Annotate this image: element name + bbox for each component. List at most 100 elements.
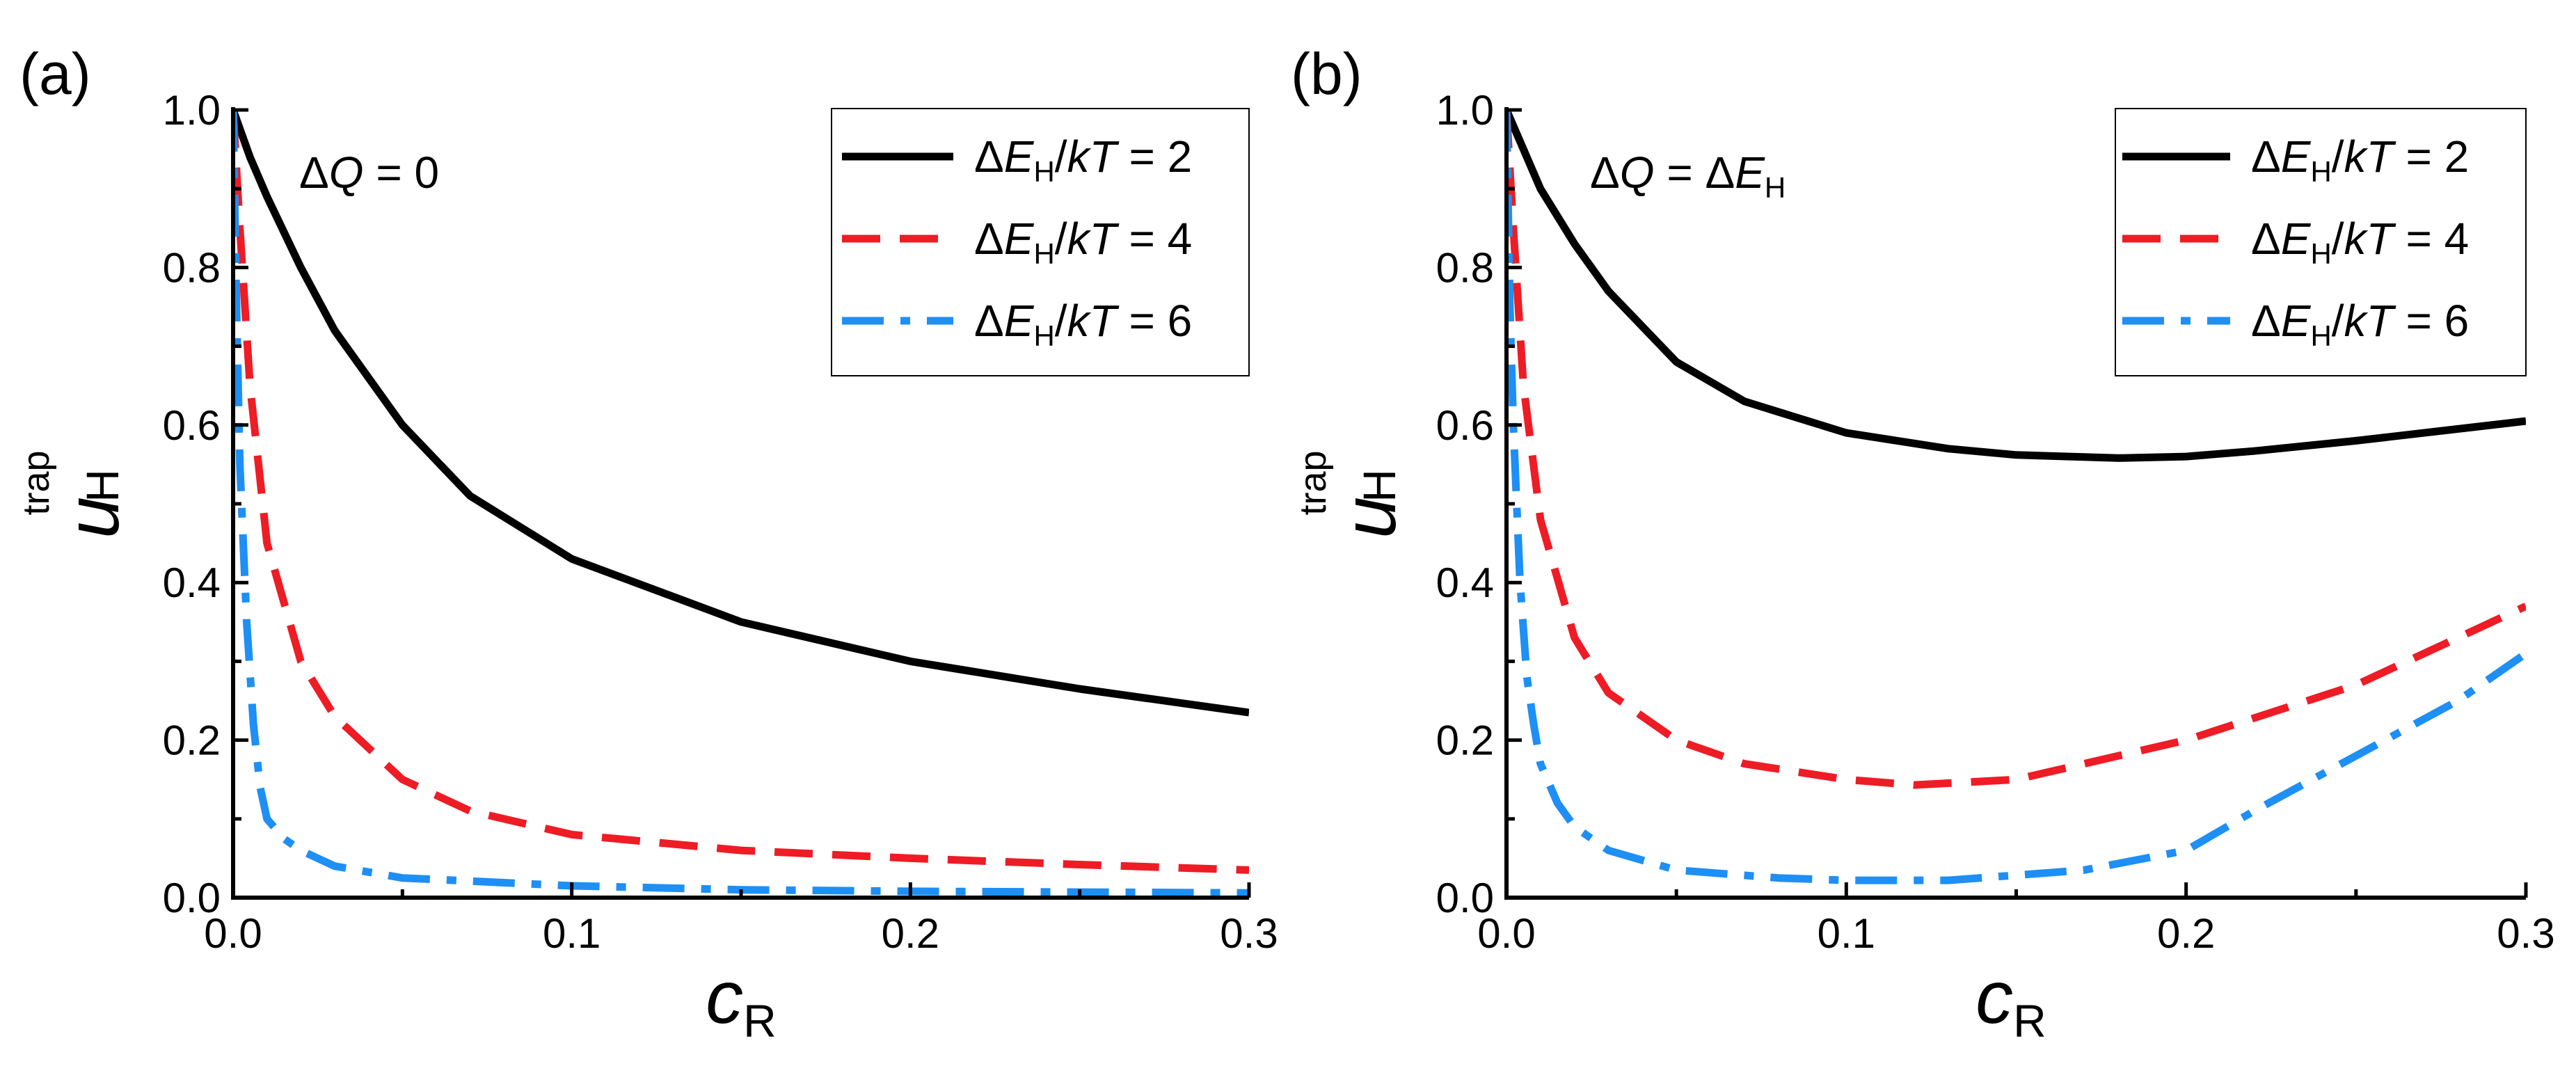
y-tick-label: 0.8 xyxy=(1436,244,1494,291)
y-tick-text: 0.0 xyxy=(163,875,221,921)
legend-value: 6 xyxy=(2444,296,2470,346)
legend-value: 6 xyxy=(1168,296,1193,346)
x-tick-text: 0.2 xyxy=(882,910,939,957)
legend-kt: kT xyxy=(1067,296,1120,346)
panel-label-text: (b) xyxy=(1291,41,1362,106)
series-line-6 xyxy=(1506,110,2526,884)
series-line-2 xyxy=(1506,110,2526,462)
legend-sub: H xyxy=(2310,319,2331,352)
legend-slash: / xyxy=(1055,214,1067,264)
y-axis-sup-text: trap xyxy=(15,450,57,515)
legend-slash: / xyxy=(2332,296,2344,346)
x-tick-label: 0.0 xyxy=(204,910,262,957)
annotation-e: E xyxy=(1735,148,1765,198)
y-tick-text: 0.8 xyxy=(163,244,221,291)
series-group xyxy=(233,110,1249,897)
y-tick-label: 0.6 xyxy=(163,402,221,449)
legend-kt: kT xyxy=(2344,214,2396,264)
x-axis-title: cR xyxy=(1975,955,2046,1047)
y-tick-label: 0.8 xyxy=(163,244,221,291)
x-tick-label: 0.3 xyxy=(1220,910,1278,957)
annotation-rest: = 0 xyxy=(364,148,440,198)
y-axis-title-text: uH xyxy=(50,469,134,539)
legend-value: 2 xyxy=(1168,132,1193,182)
legend-slash: / xyxy=(1055,132,1067,182)
y-tick-text: 0.6 xyxy=(1436,402,1494,449)
legend-kt: kT xyxy=(2344,132,2396,182)
legend-label-6: ΔEH/kT = 6 xyxy=(974,296,1192,352)
y-tick-label: 0.2 xyxy=(163,717,221,764)
legend-e: E xyxy=(2281,132,2312,182)
x-tick-text: 0.3 xyxy=(2497,910,2554,957)
legend-slash: / xyxy=(2332,214,2344,264)
annotation-q: Q xyxy=(1620,148,1655,198)
series-line-2 xyxy=(233,110,1249,717)
legend-eq: = xyxy=(1117,296,1168,346)
y-tick-label: 0.2 xyxy=(1436,717,1494,764)
legend-value: 2 xyxy=(2444,132,2470,182)
y-tick-text: 0.2 xyxy=(1436,717,1494,764)
panel-label-text: (a) xyxy=(19,41,91,106)
legend-sub: H xyxy=(2310,237,2331,270)
y-axis-sup: trap xyxy=(1292,450,1334,515)
series-line-6 xyxy=(233,110,1249,897)
x-tick-text: 0.1 xyxy=(543,910,601,957)
legend-e: E xyxy=(2281,214,2312,264)
y-axis-sup-text: trap xyxy=(1292,450,1334,515)
x-tick-label: 0.0 xyxy=(1477,910,1535,957)
y-tick-label: 0.6 xyxy=(1436,402,1494,449)
y-axis-sub: H xyxy=(1353,469,1405,502)
legend-delta: Δ xyxy=(2251,132,2281,182)
y-tick-text: 0.0 xyxy=(1436,875,1494,921)
annotation-delta: Δ xyxy=(299,148,329,198)
x-axis-sub: R xyxy=(743,995,777,1047)
legend-value: 4 xyxy=(2444,214,2470,264)
annotation: ΔQ = ΔEH xyxy=(1590,148,1786,204)
series-group xyxy=(1506,110,2526,884)
y-axis-main: u xyxy=(1327,497,1411,539)
legend-eq: = xyxy=(1117,132,1168,182)
legend-sub: H xyxy=(1033,319,1054,352)
legend-eq: = xyxy=(2394,296,2444,346)
x-tick-label: 0.3 xyxy=(2497,910,2554,957)
x-tick-label: 0.2 xyxy=(2157,910,2215,957)
y-tick-label: 0.0 xyxy=(163,875,221,921)
x-tick-text: 0.0 xyxy=(204,910,262,957)
legend-sub: H xyxy=(1033,155,1054,188)
annotation-rest: = Δ xyxy=(1655,148,1735,198)
annotation: ΔQ = 0 xyxy=(299,148,439,198)
chart-panel-a: (a)0.00.20.40.60.81.00.0 0.1 0.2 0.3uHtrapc… xyxy=(15,41,1278,1047)
x-tick-text: 0.2 xyxy=(2157,910,2215,957)
legend-e: E xyxy=(1004,214,1035,264)
y-tick-text: 0.6 xyxy=(163,402,221,449)
panel-label: (a) xyxy=(19,41,91,106)
legend-e: E xyxy=(2281,296,2312,346)
annotation-delta: Δ xyxy=(1590,148,1620,198)
legend-slash: / xyxy=(2332,132,2344,182)
y-tick-label: 0.0 xyxy=(1436,875,1494,921)
legend-kt: kT xyxy=(1067,214,1120,264)
y-axis-sub: H xyxy=(77,469,128,502)
y-tick-label: 1.0 xyxy=(163,87,221,134)
x-tick-text: 0.0 xyxy=(1477,910,1535,957)
legend-kt: kT xyxy=(1067,132,1120,182)
series-line-4 xyxy=(233,110,1249,874)
y-tick-text: 0.4 xyxy=(1436,559,1494,606)
x-tick-label: 0.1 xyxy=(1818,910,1875,957)
legend-e: E xyxy=(1004,132,1035,182)
x-axis-title: cR xyxy=(706,955,777,1047)
panel-label: (b) xyxy=(1291,41,1362,106)
legend-slash: / xyxy=(1055,296,1067,346)
legend-label-6: ΔEH/kT = 6 xyxy=(2251,296,2469,352)
legend-label-4: ΔEH/kT = 4 xyxy=(2251,214,2469,270)
y-tick-text: 1.0 xyxy=(1436,87,1494,134)
legend-eq: = xyxy=(1117,214,1168,264)
legend-label-2: ΔEH/kT = 2 xyxy=(974,132,1192,188)
x-tick-text: 0.1 xyxy=(1818,910,1875,957)
legend-label-4: ΔEH/kT = 4 xyxy=(974,214,1192,270)
legend-kt: kT xyxy=(2344,296,2396,346)
legend-sub: H xyxy=(2310,155,2331,188)
x-axis-main: c xyxy=(706,955,743,1039)
